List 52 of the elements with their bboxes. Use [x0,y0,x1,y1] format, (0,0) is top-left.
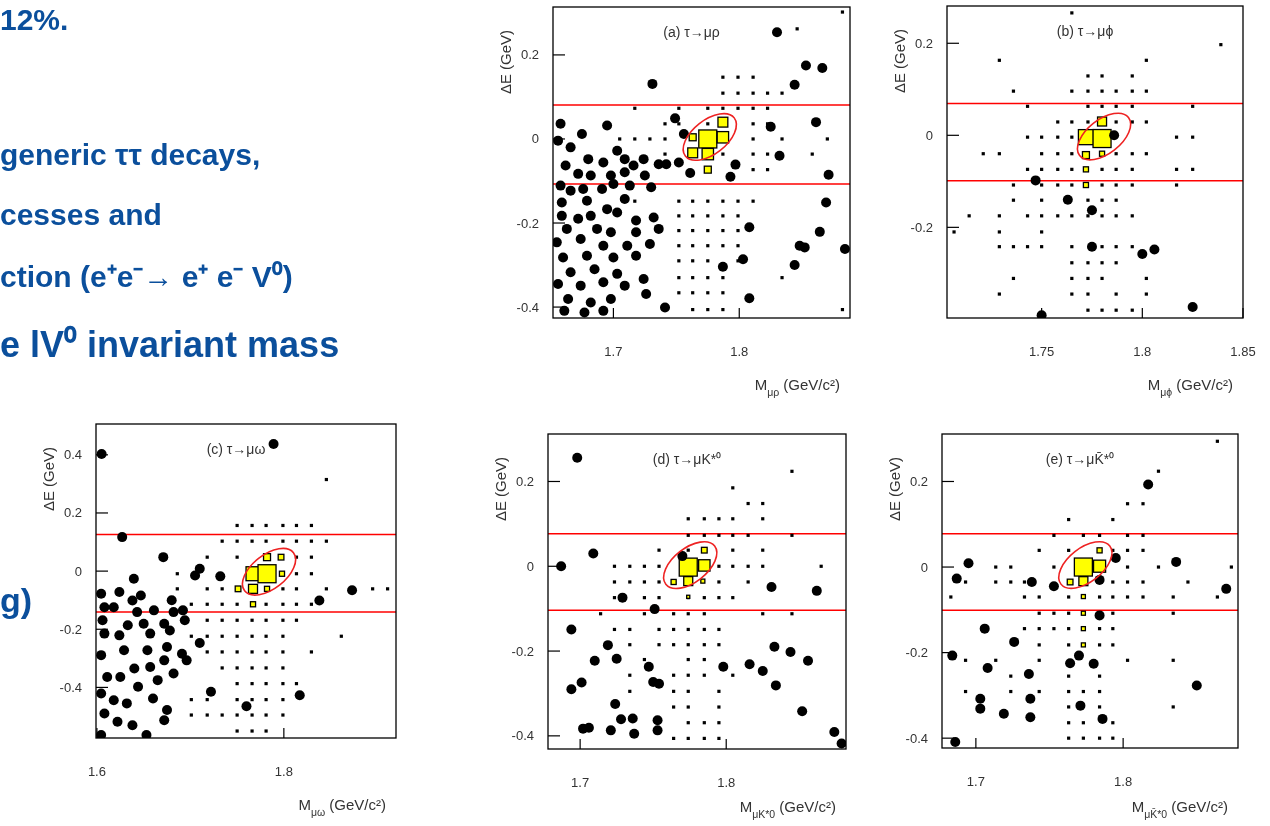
x-tick-label: 1.85 [1230,344,1256,359]
x-tick-label: 1.7 [966,774,985,789]
text: (d) τ→μK*⁰ [652,451,722,467]
x-tick-label: 1.8 [1133,344,1152,359]
x-axis-title: M$_{μϕ}$ (GeV/c²) [1147,376,1233,398]
y-axis-title: ΔE (GeV) [40,446,57,512]
x-tick-label: 1.8 [730,344,749,359]
y-axis-title: ΔE (GeV) [886,456,903,522]
y-tick-label: 0.2 [520,47,539,63]
y-tick-label: -0.2 [59,621,82,637]
y-tick-label: 0.2 [63,505,82,521]
x-axis-title: M$_{μρ}$ (GeV/c²) [754,376,840,398]
text: generic ττ decays, [0,138,261,171]
y-tick-label: 0.2 [909,473,928,489]
text: (b) τ→μϕ [1056,23,1114,39]
x-tick-label: 1.8 [717,775,736,790]
y-tick-label: -0.4 [511,728,534,744]
y-axis-title: ΔE (GeV) [492,456,509,522]
y-tick-label: 0 [925,127,933,143]
y-tick-label: 0.4 [63,447,82,463]
x-tick-label: 1.75 [1028,344,1055,359]
y-tick-label: 0.2 [914,35,933,51]
x-tick-label: 1.7 [604,344,623,359]
y-tick-label: -0.2 [516,215,539,231]
x-tick-label: 1.7 [571,775,590,790]
text: (c) τ→μω [206,441,266,457]
x-axis-title: M$_{μω}$ (GeV/c²) [298,796,386,818]
text: cesses and [0,198,162,231]
text: 12%. [0,3,69,36]
y-axis-title: ΔE (GeV) [497,29,514,95]
x-tick-label: 1.8 [1114,774,1133,789]
y-tick-label: 0 [531,131,539,147]
x-tick-label: 1.6 [87,764,106,779]
y-axis-title: ΔE (GeV) [891,28,908,94]
text: ction (e⁺e⁻→ e⁺ e⁻ V⁰) [0,260,293,293]
text: (a) τ→μρ [663,24,720,40]
y-tick-label: -0.4 [516,299,539,315]
x-axis-title: M$_{μK̄*0}$ (GeV/c²) [1131,798,1228,820]
y-tick-label: -0.4 [59,679,82,695]
y-tick-label: -0.2 [511,643,534,659]
x-tick-label: 1.8 [274,764,293,779]
y-tick-label: 0 [74,563,82,579]
y-tick-label: -0.2 [905,645,928,661]
y-tick-label: 0.2 [515,473,534,489]
text: e lV⁰ invariant mass [0,324,340,365]
text: g) [0,581,33,619]
y-tick-label: 0 [526,558,534,574]
text: (e) τ→μK̄*⁰ [1045,451,1115,467]
y-tick-label: -0.2 [910,219,933,235]
y-tick-label: 0 [920,559,928,575]
y-tick-label: -0.4 [905,730,928,746]
x-axis-title: M$_{μK*0}$ (GeV/c²) [739,798,836,820]
